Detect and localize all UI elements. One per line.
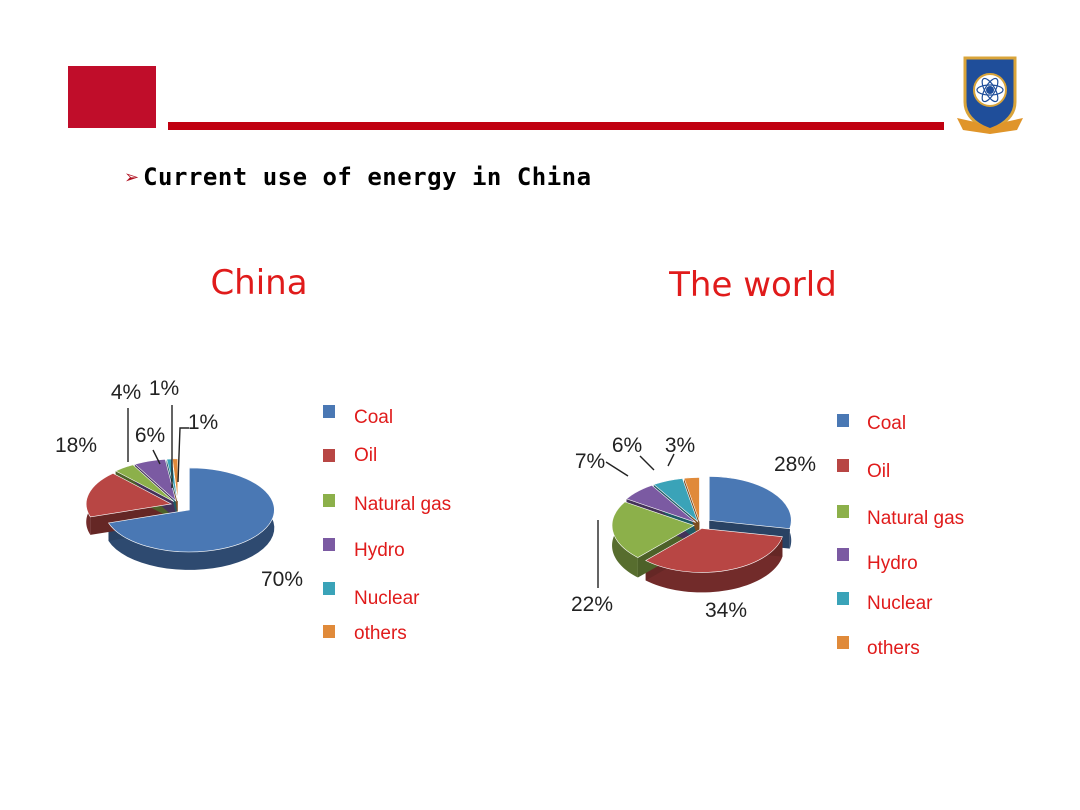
legend-swatch-coal [837, 414, 849, 427]
accent-square [68, 66, 156, 128]
legend-label-nuclear: Nuclear [354, 588, 420, 609]
pie-chart-the-world: The world 28% 34% 22% 7% 6% 3% Coal Oil Natural g… [571, 265, 964, 659]
pie-slice-oil [645, 528, 783, 573]
data-label-coal: 70% [261, 568, 303, 591]
data-label-natural-gas: 4% [111, 381, 141, 404]
leader-line-nuclear [639, 455, 655, 471]
data-label-hydro: 6% [135, 424, 165, 447]
slide-heading: ➢ Current use of energy in China [124, 160, 592, 194]
pie-slice-hydro [625, 484, 696, 523]
arrowhead-bullet-icon: ➢ [124, 166, 140, 188]
legend-label-coal: Coal [867, 413, 906, 434]
legend-label-others: others [867, 638, 920, 659]
legend-swatch-hydro [837, 548, 849, 561]
legend-label-natural-gas: Natural gas [867, 508, 964, 529]
data-label-nuclear: 6% [612, 434, 642, 457]
legend-swatch-others [837, 636, 849, 649]
slice-side-oil [645, 536, 783, 593]
chart-title: The world [668, 265, 837, 305]
pie-slice-natural-gas [115, 464, 175, 502]
data-label-others: 1% [188, 411, 218, 434]
data-label-others: 3% [665, 434, 695, 457]
legend-label-nuclear: Nuclear [867, 593, 933, 614]
legend-label-natural-gas: Natural gas [354, 494, 451, 515]
data-label-nuclear: 1% [149, 377, 179, 400]
leader-line-hydro [605, 461, 629, 477]
heading-text: Current use of energy in China [143, 163, 592, 191]
legend-swatch-coal [323, 405, 335, 418]
chart-legend: Coal Oil Natural gas Hydro Nuclear others [323, 405, 451, 644]
legend-label-hydro: Hydro [354, 540, 405, 561]
chart-title: China [210, 263, 307, 303]
data-label-oil: 34% [705, 599, 747, 622]
pie-chart-china: China 70% 18% 4% 6% 1% 1% Coal Oil Natural gas Hyd… [55, 263, 451, 644]
legend-swatch-hydro [323, 538, 335, 551]
legend-swatch-natural-gas [323, 494, 335, 507]
leader-line-hydro [152, 449, 161, 465]
leader-line-others [177, 427, 189, 483]
data-label-coal: 28% [774, 453, 816, 476]
legend-label-hydro: Hydro [867, 553, 918, 574]
leader-line-others [667, 453, 675, 467]
pie-slice-others [683, 477, 700, 522]
pie-slice-hydro [134, 459, 177, 502]
legend-swatch-natural-gas [837, 505, 849, 518]
data-label-oil: 18% [55, 434, 97, 457]
legend-label-coal: Coal [354, 407, 393, 428]
pie-slice-natural-gas [611, 501, 695, 558]
university-crest-icon [957, 56, 1023, 134]
legend-label-others: others [354, 623, 407, 644]
data-label-hydro: 7% [575, 450, 605, 473]
pie-slice-nuclear [653, 478, 699, 523]
legend-label-oil: Oil [867, 461, 890, 482]
legend-swatch-nuclear [323, 582, 335, 595]
legend-swatch-others [323, 625, 335, 638]
data-label-natural-gas: 22% [571, 593, 613, 616]
pie-slice-coal [107, 467, 275, 553]
title-rule [168, 122, 944, 130]
legend-label-oil: Oil [354, 445, 377, 466]
pie-slice-oil [85, 473, 173, 518]
pie-slice-coal [708, 476, 792, 529]
legend-swatch-oil [323, 449, 335, 462]
legend-swatch-oil [837, 459, 849, 472]
chart-legend: Coal Oil Natural gas Hydro Nuclear others [837, 413, 964, 659]
legend-swatch-nuclear [837, 592, 849, 605]
